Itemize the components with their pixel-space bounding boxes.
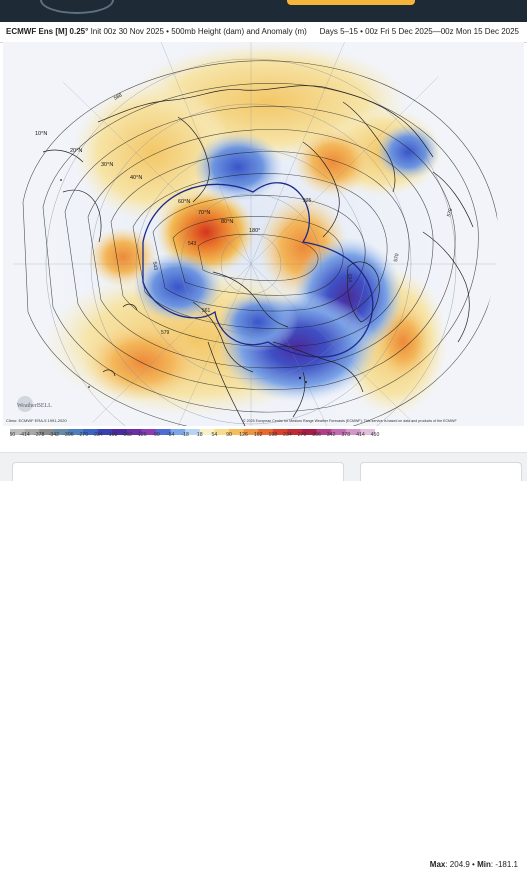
colorbar-tick-label: -414 — [19, 432, 29, 438]
colorbar-tick-label: -126 — [136, 432, 146, 438]
colorbar-tick-label: -234 — [92, 432, 102, 438]
colorbar-swatch — [39, 429, 55, 435]
colorbar-tick-label: 126 — [239, 432, 248, 438]
contour-label: 561 — [202, 308, 211, 314]
colorbar-tick-label: -306 — [63, 432, 73, 438]
weather-map[interactable]: 10°N 20°N 30°N 40°N 60°N 70°N 80°N 180° … — [3, 42, 524, 426]
contour-label: 570 — [393, 253, 400, 262]
contour-label: 579 — [161, 330, 170, 336]
colorbar-tick-label: -18 — [181, 432, 189, 438]
colorbar-swatch — [126, 429, 142, 435]
valid-period: Days 5–15 • 00z Fri 5 Dec 2025—00z Mon 1… — [319, 27, 519, 36]
copyright-note: © 2025 European Centre for Medium Range … — [243, 419, 457, 423]
colorbar-swatch — [156, 429, 171, 435]
colorbar-tick-label: -162 — [122, 432, 132, 438]
colorbar-swatch — [199, 429, 215, 435]
lat-label-30: 30°N — [101, 162, 113, 168]
colorbar-tick-label: 414 — [356, 432, 365, 438]
colorbar-tick-label: -378 — [34, 432, 44, 438]
contour-label: 534 — [346, 274, 353, 283]
max-min-readout: Max: 204.9 • Min: -181.1 — [429, 860, 518, 869]
colorbar-tick-label: 198 — [268, 432, 277, 438]
colorbar-tick-label: -198 — [107, 432, 117, 438]
colorbar-tick-label: 270 — [298, 432, 307, 438]
climo-note: Climo: ECMWF ERA-5 1991-2020 — [6, 418, 67, 423]
field-name: 500mb Height (dam) and Anomaly (m) — [171, 27, 307, 36]
colorbar-swatch — [97, 429, 113, 435]
colorbar-swatch — [141, 429, 157, 435]
contour-label: 588 — [113, 92, 123, 101]
contour-label: 543 — [188, 241, 197, 247]
weatherbell-logo: WeatherBELL — [17, 396, 52, 412]
lat-label-80: 80°N — [221, 219, 233, 225]
colorbar-tick-label: -54 — [167, 432, 175, 438]
colorbar-swatch — [229, 429, 244, 435]
colorbar-swatch — [10, 429, 25, 435]
polar-map-svg: 10°N 20°N 30°N 40°N 60°N 70°N 80°N 180° … — [3, 42, 524, 426]
colorbar-tick-label: 234 — [283, 432, 292, 438]
colorbar-tick-label: -270 — [78, 432, 88, 438]
lat-label-70: 70°N — [198, 210, 210, 216]
content-card-left[interactable] — [12, 462, 344, 481]
colorbar-tick-label: 162 — [254, 432, 263, 438]
colorbar-swatch — [24, 429, 40, 435]
map-header: ECMWF Ens [M] 0.25° Init 00z 30 Nov 2025… — [0, 22, 527, 43]
colorbar-tick-label: 54 — [212, 432, 218, 438]
colorbar-swatch — [68, 429, 84, 435]
colorbar-swatch — [302, 429, 317, 435]
colorbar-swatch — [53, 429, 69, 435]
colorbar-tick-label: 450 — [371, 432, 380, 438]
lat-label-10: 10°N — [35, 131, 47, 137]
content-card-right[interactable] — [360, 462, 522, 481]
colorbar-tick-label: 18 — [197, 432, 203, 438]
min-value: -181.1 — [495, 860, 518, 869]
min-label: Min — [477, 860, 491, 869]
contour-label: 579 — [446, 208, 454, 218]
colorbar-tick-label: 342 — [327, 432, 336, 438]
colorbar-swatch — [214, 429, 230, 435]
colorbar-swatch — [331, 429, 347, 435]
lat-label-40: 40°N — [130, 175, 142, 181]
colorbar-swatch — [170, 429, 186, 435]
colorbar-swatch — [360, 429, 375, 435]
max-value: 204.9 — [449, 860, 470, 869]
colorbar-tick-label: 306 — [312, 432, 321, 438]
model-name: ECMWF Ens [M] 0.25° — [6, 27, 89, 36]
colorbar-swatch — [185, 429, 201, 435]
colorbar-swatch — [316, 429, 332, 435]
colorbar-tick-label: -342 — [49, 432, 59, 438]
contour-label: 525 — [303, 198, 312, 204]
map-title: ECMWF Ens [M] 0.25° Init 00z 30 Nov 2025… — [6, 27, 307, 36]
colorbar-tick-label: -90 — [152, 432, 160, 438]
colorbar — [10, 429, 375, 435]
colorbar-swatch — [112, 429, 128, 435]
colorbar-swatch — [243, 429, 259, 435]
colorbar-swatch — [83, 429, 98, 435]
colorbar-tick-label: 90 — [226, 432, 232, 438]
colorbar-swatch — [272, 429, 288, 435]
max-label: Max — [429, 860, 446, 869]
app-top-bar — [0, 0, 527, 22]
contour-label: 543 — [151, 261, 158, 270]
colorbar-swatch — [345, 429, 361, 435]
subscribe-button[interactable] — [287, 0, 415, 5]
colorbar-tick-label: 378 — [341, 432, 350, 438]
colorbar-tick-label: -450 — [10, 432, 15, 438]
colorbar-swatch — [258, 429, 274, 435]
lat-label-20: 20°N — [70, 148, 82, 154]
logo-arc-icon — [40, 0, 114, 14]
colorbar-swatch — [287, 429, 303, 435]
lat-label-60: 60°N — [178, 199, 190, 205]
lon-label-180: 180° — [249, 228, 260, 234]
init-time: Init 00z 30 Nov 2025 — [90, 27, 164, 36]
colorbar-labels: -450 -414 -378 -342 -306 -270 -234 -198 -162 -126… — [10, 432, 380, 438]
watermark-text: WeatherBELL — [17, 403, 52, 409]
